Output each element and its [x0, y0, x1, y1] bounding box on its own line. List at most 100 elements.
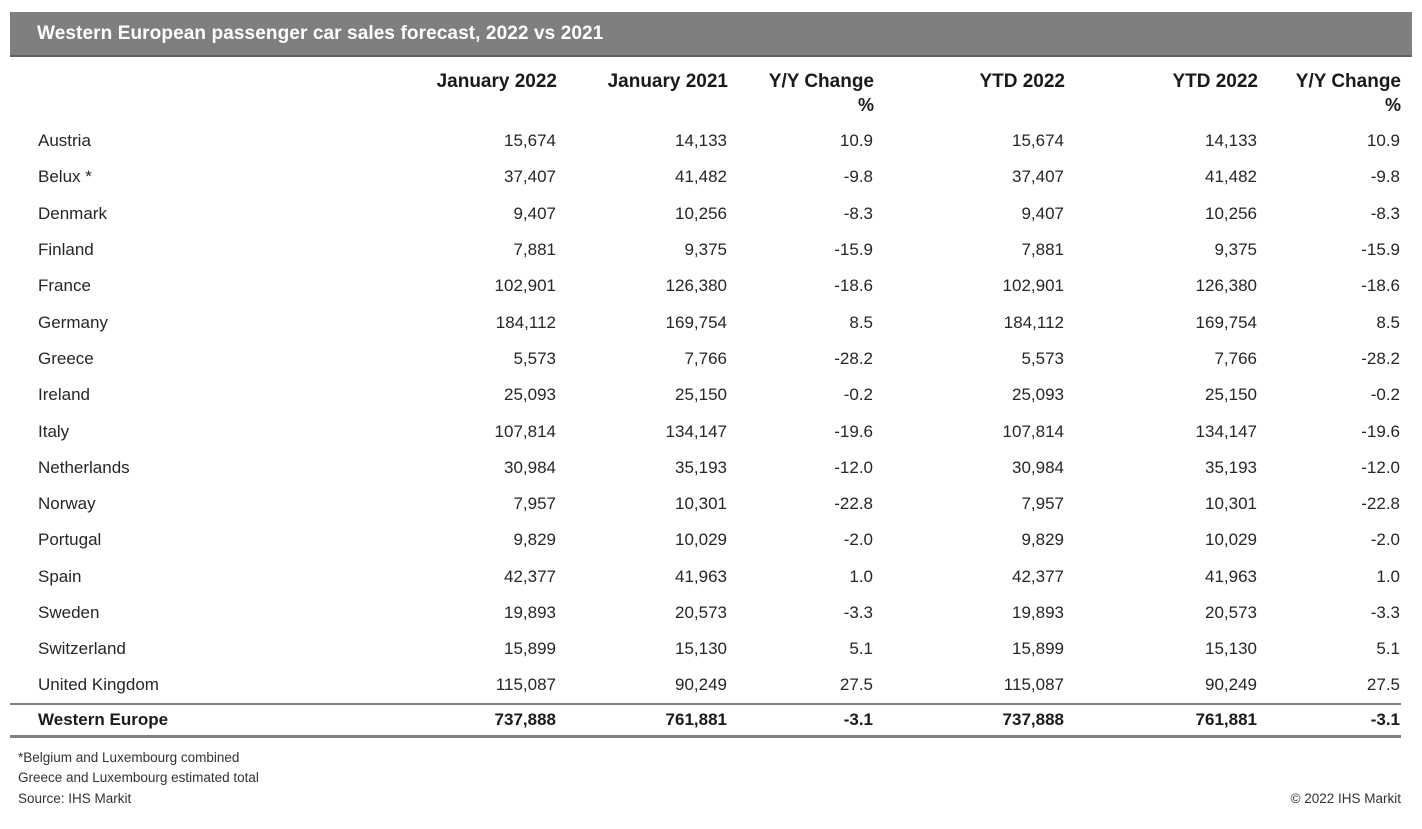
- ytd-2022-b-cell: 10,301: [1205, 494, 1257, 514]
- jan-2021-cell: 14,133: [675, 131, 727, 151]
- jan-2021-cell: 134,147: [665, 421, 727, 441]
- ytd-yy-change-cell: -22.8: [1361, 494, 1400, 514]
- ytd-yy-change-cell: -28.2: [1361, 348, 1400, 368]
- jan-2022-cell: 25,093: [504, 385, 556, 405]
- header-label: YTD 2022: [979, 71, 1065, 92]
- table-row: Italy 107,814 134,147 -19.6 107,814 134,147 -1…: [10, 413, 1401, 449]
- table-row: United Kingdom 115,087 90,249 27.5 115,087 90…: [10, 667, 1401, 703]
- ytd-yy-change-cell: 5.1: [1376, 639, 1400, 659]
- jan-2022-cell: 102,901: [494, 276, 556, 296]
- ytd-yy-change-cell: -9.8: [1370, 167, 1400, 187]
- jan-2021-cell: 35,193: [675, 457, 727, 477]
- jan-2022-cell: 115,087: [495, 675, 556, 695]
- ytd-2022-a-cell: 184,112: [1003, 312, 1064, 332]
- jan-2022-cell: 37,407: [504, 167, 556, 187]
- ytd-2022-b-cell: 14,133: [1205, 131, 1257, 151]
- yy-change-cell: -8.3: [843, 203, 873, 223]
- ytd-2022-b-cell: 41,963: [1205, 566, 1257, 586]
- table-row: Ireland 25,093 25,150 -0.2 25,093 25,150 -0.2: [10, 377, 1401, 413]
- total-country-cell: Western Europe: [10, 702, 310, 739]
- jan-2022-cell: 184,112: [495, 312, 556, 332]
- footnote-belux: *Belgium and Luxembourg combined: [18, 750, 240, 766]
- total-yy-change-cell: -3.1: [728, 702, 874, 739]
- jan-2021-cell: 20,573: [675, 603, 727, 622]
- ytd-2022-b-cell: 90,249: [1205, 675, 1257, 695]
- total-jan-2022-cell: 737,888: [310, 702, 557, 739]
- header-yy-change: Y/Y Change %: [728, 57, 874, 123]
- header-january-2022: January 2022: [310, 57, 557, 123]
- sales-forecast-table: January 2022 January 2021 Y/Y Change % Y…: [10, 57, 1401, 739]
- yy-change-cell: 10.9: [839, 131, 873, 151]
- ytd-2022-b-cell: 126,380: [1195, 276, 1257, 296]
- jan-2022-cell: 30,984: [504, 457, 556, 477]
- table-row: Norway 7,957 10,301 -22.8 7,957 10,301 -22.8: [10, 486, 1401, 522]
- header-label: YTD 2022: [1172, 71, 1258, 92]
- table-row: Netherlands 30,984 35,193 -12.0 30,984 35,193…: [10, 450, 1401, 486]
- ytd-yy-change-cell: -12.0: [1361, 457, 1400, 477]
- ytd-2022-b-cell: 10,256: [1205, 203, 1257, 223]
- table-row: France 102,901 126,380 -18.6 102,901 126,380 -…: [10, 268, 1401, 304]
- jan-2022-cell: 15,899: [504, 639, 556, 659]
- yy-change-cell: -2.0: [843, 530, 873, 550]
- ytd-2022-b-cell: 35,193: [1205, 457, 1257, 477]
- footer: Source: IHS Markit © 2022 IHS Markit: [18, 791, 1401, 806]
- ytd-2022-b-cell: 10,029: [1205, 530, 1257, 550]
- jan-2021-cell: 169,754: [665, 312, 727, 332]
- footnote-greece: Greece and Luxembourg estimated total: [18, 770, 259, 786]
- jan-2022-cell: 9,829: [513, 530, 556, 550]
- header-row: January 2022 January 2021 Y/Y Change % Y…: [10, 57, 1401, 123]
- ytd-2022-a-cell: 19,893: [1012, 603, 1064, 622]
- ytd-yy-change-cell: 8.5: [1376, 312, 1400, 332]
- jan-2021-cell: 41,482: [675, 167, 727, 187]
- ytd-2022-a-cell: 9,829: [1021, 530, 1064, 550]
- source-label: Source: IHS Markit: [18, 791, 132, 807]
- country-cell: Portugal: [38, 530, 102, 550]
- jan-2021-cell: 15,130: [675, 639, 727, 659]
- header-january-2021: January 2021: [557, 57, 728, 123]
- yy-change-cell: -18.6: [834, 276, 873, 296]
- country-cell: Denmark: [38, 203, 107, 223]
- jan-2022-cell: 9,407: [513, 203, 556, 223]
- jan-2021-cell: 10,029: [675, 530, 727, 550]
- country-cell: Sweden: [38, 603, 100, 622]
- country-cell: United Kingdom: [38, 675, 159, 695]
- page-title: Western European passenger car sales for…: [37, 22, 604, 44]
- yy-change-cell: -0.2: [843, 385, 873, 405]
- header-sublabel: [1065, 95, 1258, 117]
- ytd-yy-change-cell: -18.6: [1361, 276, 1400, 296]
- ytd-yy-change-cell: 1.0: [1376, 566, 1400, 586]
- page: Western European passenger car sales for…: [0, 12, 1422, 829]
- table-row: Spain 42,377 41,963 1.0 42,377 41,963 1.0: [10, 559, 1401, 595]
- yy-change-cell: 1.0: [849, 566, 873, 586]
- country-cell: Italy: [38, 421, 70, 441]
- yy-change-cell: 5.1: [849, 639, 873, 659]
- header-ytd-yy-change: Y/Y Change %: [1258, 57, 1401, 123]
- total-row: Western Europe 737,888 761,881 -3.1 737,…: [10, 702, 1401, 739]
- ytd-2022-a-cell: 42,377: [1012, 566, 1064, 586]
- table-row: Portugal 9,829 10,029 -2.0 9,829 10,029 -2.0: [10, 522, 1401, 558]
- header-sublabel: [38, 95, 310, 117]
- yy-change-cell: -9.8: [843, 167, 873, 187]
- jan-2022-cell: 42,377: [504, 566, 556, 586]
- ytd-2022-b-cell: 9,375: [1214, 240, 1257, 260]
- ytd-yy-change-cell: -8.3: [1370, 203, 1400, 223]
- yy-change-cell: -3.3: [843, 603, 873, 622]
- jan-2022-cell: 107,814: [494, 421, 556, 441]
- ytd-2022-a-cell: 102,901: [1002, 276, 1064, 296]
- jan-2022-cell: 7,881: [513, 240, 556, 260]
- jan-2021-cell: 10,301: [675, 494, 727, 514]
- header-sublabel: [874, 95, 1065, 117]
- header-sublabel: %: [1384, 95, 1401, 115]
- country-cell: Norway: [38, 494, 96, 514]
- header-label: [38, 69, 310, 95]
- country-cell: Netherlands: [38, 457, 130, 477]
- ytd-2022-a-cell: 25,093: [1012, 385, 1064, 405]
- table-header: January 2022 January 2021 Y/Y Change % Y…: [10, 57, 1401, 123]
- ytd-yy-change-cell: -19.6: [1361, 421, 1400, 441]
- table-row: Switzerland 15,899 15,130 5.1 15,899 15,130 5.…: [10, 631, 1401, 667]
- yy-change-cell: -22.8: [834, 494, 873, 514]
- yy-change-cell: 8.5: [849, 312, 873, 332]
- table-row: Austria 15,674 14,133 10.9 15,674 14,133 10.9: [10, 123, 1401, 159]
- total-ytd-yy-change-cell: -3.1: [1258, 702, 1401, 739]
- jan-2022-cell: 19,893: [504, 603, 556, 622]
